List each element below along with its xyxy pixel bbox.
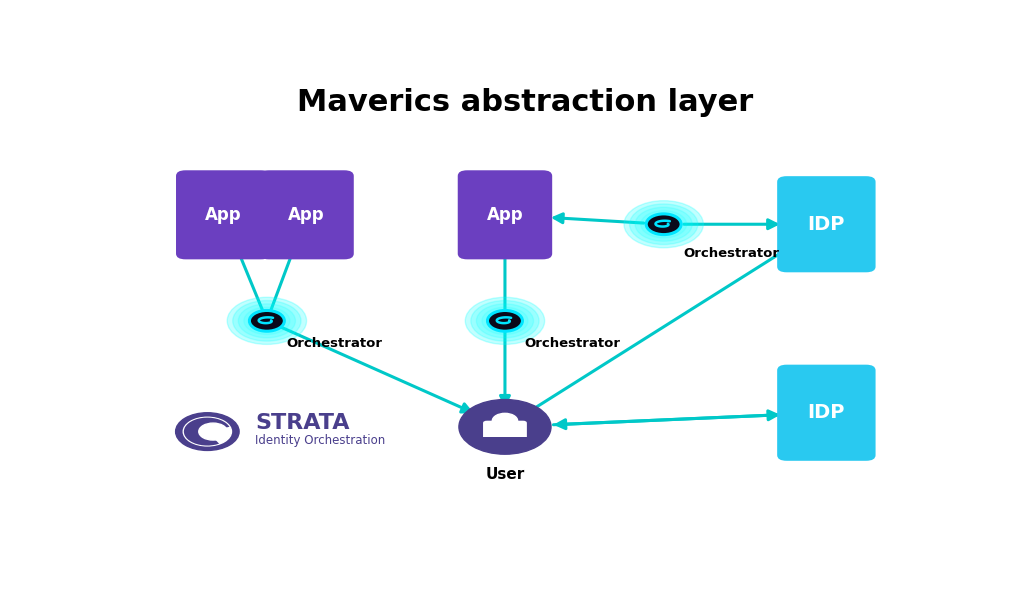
Text: App: App — [288, 206, 325, 224]
FancyBboxPatch shape — [483, 437, 527, 452]
Text: App: App — [205, 206, 242, 224]
Circle shape — [630, 204, 697, 245]
Circle shape — [624, 201, 703, 248]
Circle shape — [239, 304, 296, 338]
Text: App: App — [486, 206, 523, 224]
Circle shape — [635, 207, 692, 241]
Text: Orchestrator: Orchestrator — [287, 337, 383, 350]
Circle shape — [227, 297, 306, 345]
Text: STRATA: STRATA — [255, 413, 349, 433]
Circle shape — [459, 400, 551, 454]
Text: IDP: IDP — [808, 215, 845, 234]
Text: Identity Orchestration: Identity Orchestration — [255, 433, 385, 447]
Circle shape — [176, 412, 240, 450]
Circle shape — [183, 417, 231, 446]
FancyBboxPatch shape — [483, 420, 527, 439]
Circle shape — [471, 300, 539, 341]
Circle shape — [493, 413, 517, 428]
Text: Orchestrator: Orchestrator — [524, 337, 621, 350]
Text: Orchestrator: Orchestrator — [684, 247, 779, 260]
FancyBboxPatch shape — [777, 365, 876, 461]
Circle shape — [199, 423, 227, 440]
Text: Maverics abstraction layer: Maverics abstraction layer — [297, 88, 753, 116]
FancyBboxPatch shape — [777, 176, 876, 272]
Circle shape — [641, 211, 687, 238]
Circle shape — [482, 307, 528, 335]
Circle shape — [646, 214, 681, 234]
FancyBboxPatch shape — [458, 170, 552, 259]
Circle shape — [465, 297, 545, 345]
Circle shape — [244, 307, 290, 335]
Circle shape — [487, 310, 522, 331]
Circle shape — [476, 304, 534, 338]
Wedge shape — [184, 417, 229, 446]
Text: User: User — [485, 468, 524, 482]
Circle shape — [232, 300, 301, 341]
FancyBboxPatch shape — [176, 170, 270, 259]
FancyBboxPatch shape — [259, 170, 353, 259]
Text: IDP: IDP — [808, 403, 845, 422]
Circle shape — [250, 310, 285, 331]
